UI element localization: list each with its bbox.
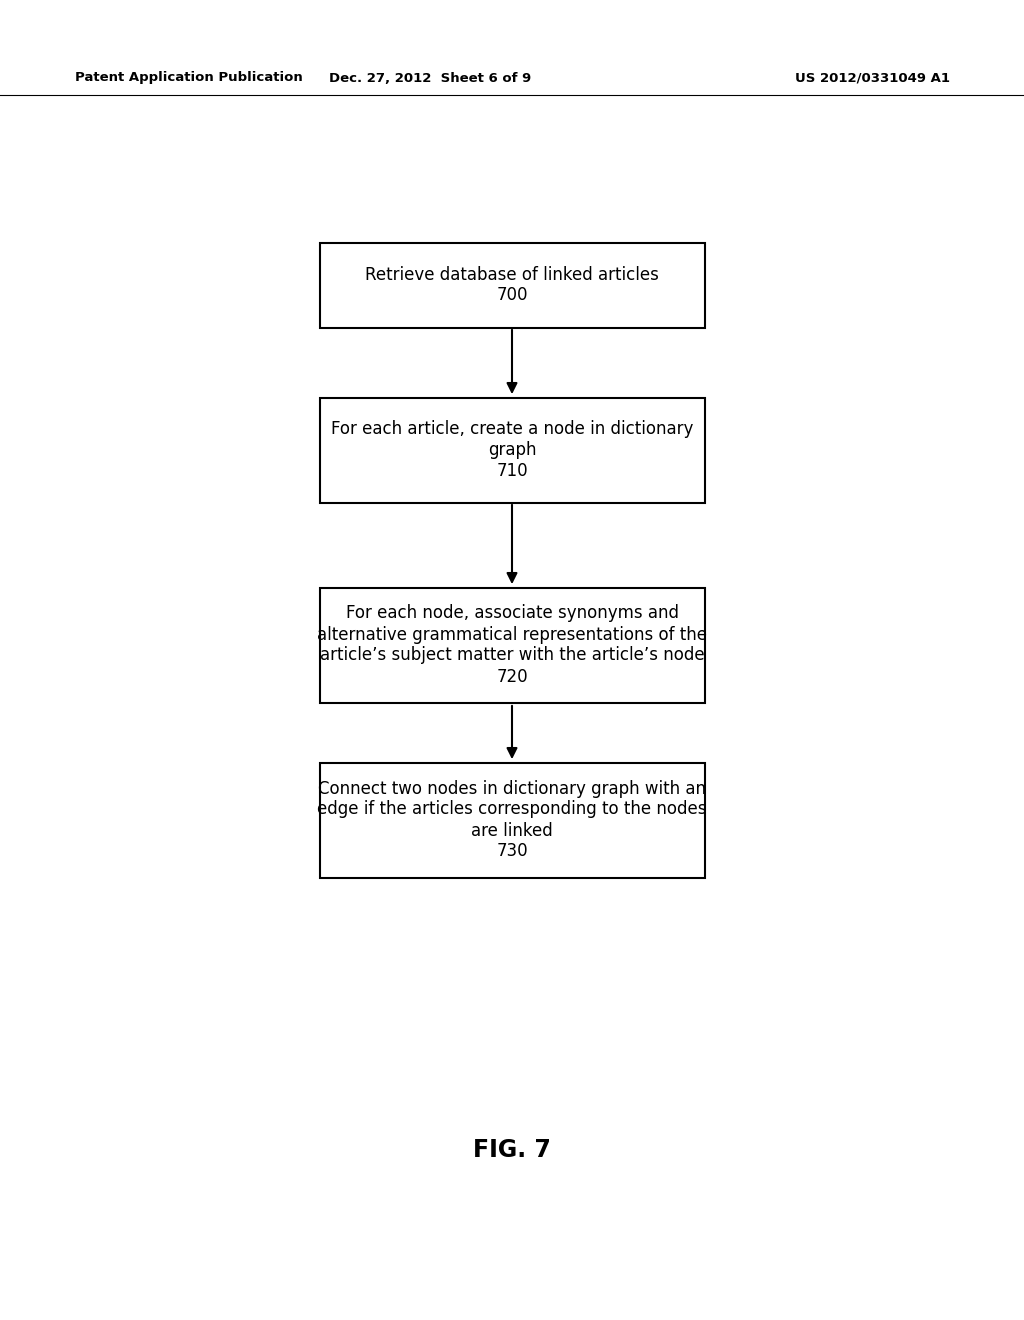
Text: are linked: are linked [471, 821, 553, 840]
Text: Retrieve database of linked articles: Retrieve database of linked articles [366, 265, 658, 284]
Text: 710: 710 [497, 462, 527, 480]
Text: 720: 720 [497, 668, 527, 685]
Text: For each node, associate synonyms and: For each node, associate synonyms and [345, 605, 679, 623]
Text: Connect two nodes in dictionary graph with an: Connect two nodes in dictionary graph wi… [318, 780, 706, 797]
Bar [319, 587, 705, 702]
Text: FIG. 7: FIG. 7 [473, 1138, 551, 1162]
Text: edge if the articles corresponding to the nodes: edge if the articles corresponding to th… [317, 800, 707, 818]
Text: Patent Application Publication: Patent Application Publication [75, 71, 303, 84]
Text: article’s subject matter with the article’s node: article’s subject matter with the articl… [319, 647, 705, 664]
Text: Dec. 27, 2012  Sheet 6 of 9: Dec. 27, 2012 Sheet 6 of 9 [329, 71, 531, 84]
Text: 730: 730 [497, 842, 527, 861]
Text: US 2012/0331049 A1: US 2012/0331049 A1 [795, 71, 950, 84]
Bar [319, 763, 705, 878]
Bar [319, 243, 705, 327]
Bar [319, 397, 705, 503]
Text: graph: graph [487, 441, 537, 459]
Text: For each article, create a node in dictionary: For each article, create a node in dicti… [331, 420, 693, 438]
Text: 700: 700 [497, 286, 527, 305]
Text: alternative grammatical representations of the: alternative grammatical representations … [317, 626, 707, 644]
